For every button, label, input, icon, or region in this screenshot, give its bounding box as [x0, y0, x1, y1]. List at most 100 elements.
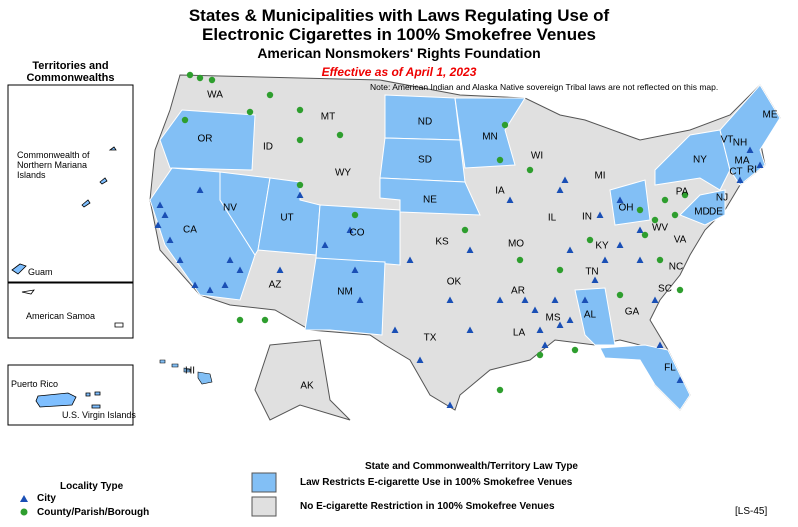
- state-label: VA: [673, 234, 687, 246]
- county-marker: [196, 74, 204, 82]
- state-label: NC: [668, 261, 684, 273]
- county-marker: [351, 211, 359, 219]
- state-label: AR: [511, 285, 525, 297]
- county-marker: [651, 216, 659, 224]
- county-marker: [208, 76, 216, 84]
- city-marker: [391, 326, 399, 333]
- county-marker: [571, 346, 579, 354]
- title: States & Municipalities with Laws Regula…: [188, 6, 610, 25]
- city-marker: [276, 266, 284, 273]
- state-label: WV: [651, 222, 669, 234]
- city-marker: [161, 211, 169, 218]
- city-marker: [561, 176, 569, 183]
- state-label: IL: [547, 212, 557, 224]
- city-marker: [566, 316, 574, 323]
- city-marker: [521, 296, 529, 303]
- legend-item: Law Restricts E-cigarette Use in 100% Sm…: [300, 477, 573, 488]
- state-label: DE: [709, 206, 723, 218]
- city-marker: [446, 296, 454, 303]
- city-marker: [651, 296, 659, 303]
- state-label: IN: [582, 211, 592, 223]
- state-label: WY: [334, 167, 352, 179]
- city-marker: [416, 356, 424, 363]
- county-marker: [296, 181, 304, 189]
- legend-swatches: [20, 472, 277, 517]
- county-marker: [556, 266, 564, 274]
- city-marker: [536, 326, 544, 333]
- state-label: AZ: [268, 279, 282, 291]
- city-marker: [154, 221, 162, 228]
- city-marker: [556, 186, 564, 193]
- state-label: LA: [512, 327, 526, 339]
- city-marker: [616, 196, 624, 203]
- county-marker: [671, 211, 679, 219]
- state-label: AL: [583, 309, 597, 321]
- city-marker: [616, 241, 624, 248]
- city-marker: [541, 341, 549, 348]
- city-marker: [156, 201, 164, 208]
- state-label: NJ: [715, 192, 729, 204]
- city-marker: [551, 296, 559, 303]
- city-marker: [566, 246, 574, 253]
- territories-title: Territories and Commonwealths: [26, 60, 115, 84]
- state-label: WA: [207, 89, 223, 101]
- legend-item: No E-cigarette Restriction in 100% Smoke…: [300, 501, 555, 512]
- state-label: TN: [585, 266, 599, 278]
- county-marker: [461, 226, 469, 234]
- city-marker: [746, 146, 754, 153]
- state-label: OH: [618, 202, 634, 214]
- city-marker: [636, 226, 644, 233]
- county-marker: [496, 156, 504, 164]
- state-label: MN: [482, 131, 498, 143]
- territory-label: Puerto Rico: [11, 379, 59, 389]
- territory-label: Commonwealth of Northern Mariana Islands: [17, 150, 90, 180]
- state-label: UT: [280, 212, 294, 224]
- territory-boxes: [7, 84, 134, 426]
- state-label: OK: [446, 276, 462, 288]
- city-marker: [346, 226, 354, 233]
- state-label: PA: [675, 186, 689, 198]
- locality-markers: [154, 71, 764, 408]
- city-marker: [236, 266, 244, 273]
- city-marker: [191, 281, 199, 288]
- state-label: HI: [185, 365, 195, 377]
- state-label: MO: [507, 238, 525, 250]
- city-marker: [351, 266, 359, 273]
- state-label: TX: [423, 332, 437, 344]
- state-label: RI: [747, 164, 757, 176]
- county-marker: [246, 108, 254, 116]
- county-marker: [656, 256, 664, 264]
- city-marker: [176, 256, 184, 263]
- county-marker: [681, 191, 689, 199]
- state-label: CA: [183, 224, 197, 236]
- state-label: NE: [423, 194, 437, 206]
- legend-item: County/Parish/Borough: [37, 507, 150, 518]
- state-label: MI: [594, 170, 606, 182]
- state-label: KS: [435, 236, 449, 248]
- city-marker: [356, 296, 364, 303]
- territory-label: American Samoa: [26, 311, 96, 321]
- state-label: VT: [720, 134, 734, 146]
- city-marker: [221, 281, 229, 288]
- city-marker: [466, 246, 474, 253]
- state-label: CT: [729, 166, 743, 178]
- city-marker: [466, 326, 474, 333]
- county-marker: [526, 166, 534, 174]
- title: Electronic Cigarettes in 100% Smokefree …: [201, 25, 596, 44]
- city-marker: [206, 286, 214, 293]
- county-marker: [661, 196, 669, 204]
- state-label: WI: [530, 150, 544, 162]
- state-label: SD: [418, 154, 432, 166]
- city-marker: [601, 256, 609, 263]
- county-marker: [516, 256, 524, 264]
- state-label: NH: [732, 137, 748, 149]
- legend-title: Locality Type: [60, 481, 124, 492]
- county-marker: [266, 91, 274, 99]
- city-marker: [531, 306, 539, 313]
- county-marker: [296, 106, 304, 114]
- us-map: [149, 74, 781, 421]
- state-label: GA: [624, 306, 640, 318]
- state-label: NY: [693, 154, 707, 166]
- state-label: MS: [545, 312, 561, 324]
